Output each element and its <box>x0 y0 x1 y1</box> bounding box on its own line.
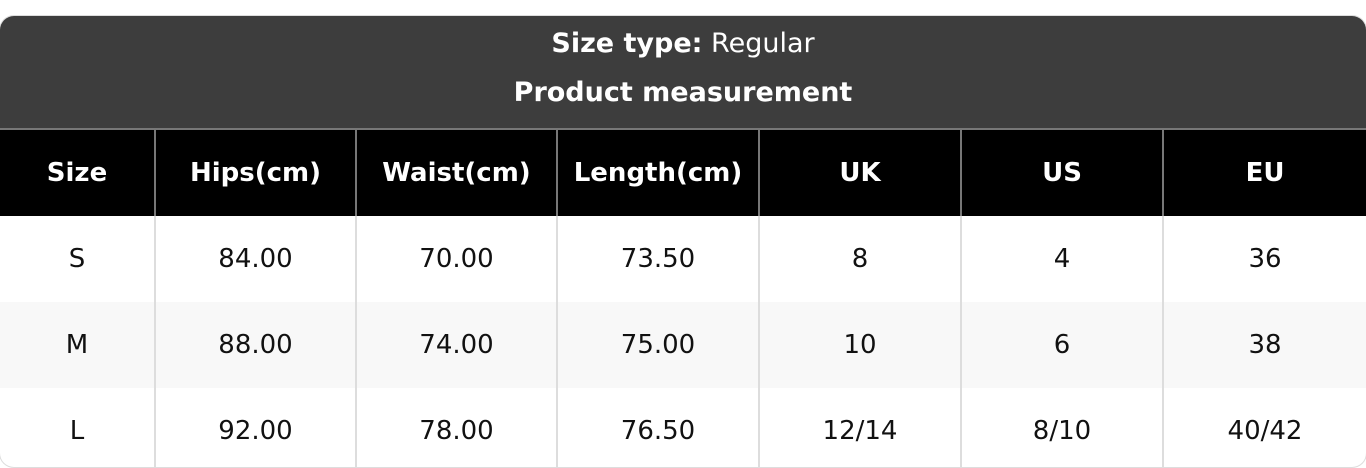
table-cell: 4 <box>960 216 1163 302</box>
table-cell: 76.50 <box>556 388 759 467</box>
table-cell: M <box>0 302 155 388</box>
measurement-table: Size Hips(cm) Waist(cm) Length(cm) UK US EU S 8… <box>0 128 1366 467</box>
size-chart-header: Size type: Regular Product measurement <box>0 16 1366 128</box>
table-cell: 10 <box>758 302 961 388</box>
header-row: Size Hips(cm) Waist(cm) Length(cm) UK US EU <box>0 128 1366 216</box>
column-header: Size <box>0 128 155 216</box>
table-cell: 92.00 <box>154 388 356 467</box>
size-chart: Size type: Regular Product measurement S… <box>0 16 1366 467</box>
table-cell: 36 <box>1162 216 1366 302</box>
column-header: US <box>960 128 1163 216</box>
table-cell: S <box>68 244 86 274</box>
table-cell: 40/42 <box>1162 388 1366 467</box>
size-type: Size type: Regular <box>0 16 1366 73</box>
table-cell: 70.00 <box>355 216 557 302</box>
size-type-value: Regular <box>711 28 815 59</box>
column-header: UK <box>758 128 961 216</box>
table-cell: 74.00 <box>355 302 557 388</box>
table-cell: L <box>69 416 85 446</box>
table-cell: 38 <box>1162 302 1366 388</box>
subtitle: Product measurement <box>513 77 853 108</box>
table-row: L 92.00 78.00 76.50 12/14 8/10 40/42 <box>0 388 1366 467</box>
table-row: S 84.00 70.00 73.50 8 4 36 <box>0 216 1366 302</box>
table-row: M 88.00 74.00 75.00 10 6 38 <box>0 302 1366 388</box>
size-type-label: Size type: <box>551 28 703 59</box>
table-cell: 8 <box>758 216 961 302</box>
table-cell: 84.00 <box>154 216 356 302</box>
table-cell: 12/14 <box>758 388 961 467</box>
column-header: EU <box>1162 128 1366 216</box>
table-cell: 6 <box>960 302 1163 388</box>
column-header: Waist(cm) <box>355 128 557 216</box>
column-header: Hips(cm) <box>154 128 356 216</box>
table-cell: 75.00 <box>556 302 759 388</box>
table-cell: 78.00 <box>355 388 557 467</box>
table-cell: 73.50 <box>556 216 759 302</box>
column-header: Length(cm) <box>556 128 759 216</box>
table-cell: 88.00 <box>154 302 356 388</box>
table-cell: 8/10 <box>960 388 1163 467</box>
